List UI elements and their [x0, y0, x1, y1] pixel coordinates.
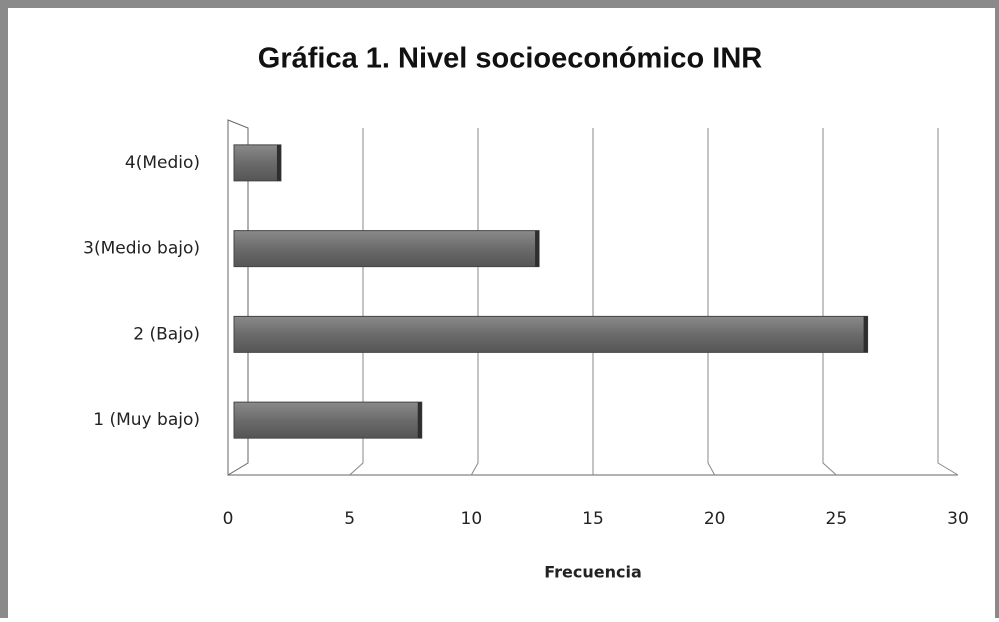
x-tick-label: 20 [704, 509, 726, 529]
x-tick-label: 10 [461, 509, 483, 529]
bar-end [863, 316, 868, 353]
x-tick-label: 5 [344, 509, 355, 529]
bar-end [535, 230, 540, 267]
grid-line [470, 128, 479, 476]
bar [233, 315, 869, 353]
y-tick-label: 2 (Bajo) [133, 324, 200, 344]
x-tick-label: 15 [582, 509, 604, 529]
grid-line [822, 128, 837, 476]
bar-end [417, 402, 422, 439]
bar [233, 144, 282, 182]
bar [233, 401, 423, 439]
y-tick-label: 4(Medio) [125, 153, 200, 173]
chart-title: Gráfica 1. Nivel socioeconómico INR [258, 43, 762, 75]
grid-line [707, 128, 716, 476]
x-axis-label: Frecuencia [544, 563, 642, 582]
y-tick-label: 1 (Muy bajo) [93, 410, 200, 430]
x-tick-label: 30 [947, 509, 969, 529]
y-tick-label: 3(Medio bajo) [83, 239, 200, 259]
side-wall [227, 119, 249, 476]
bar [233, 230, 540, 268]
x-tick-label: 0 [223, 509, 234, 529]
bar-end [276, 144, 281, 181]
grid-line [937, 128, 959, 476]
x-tick-label: 25 [826, 509, 848, 529]
